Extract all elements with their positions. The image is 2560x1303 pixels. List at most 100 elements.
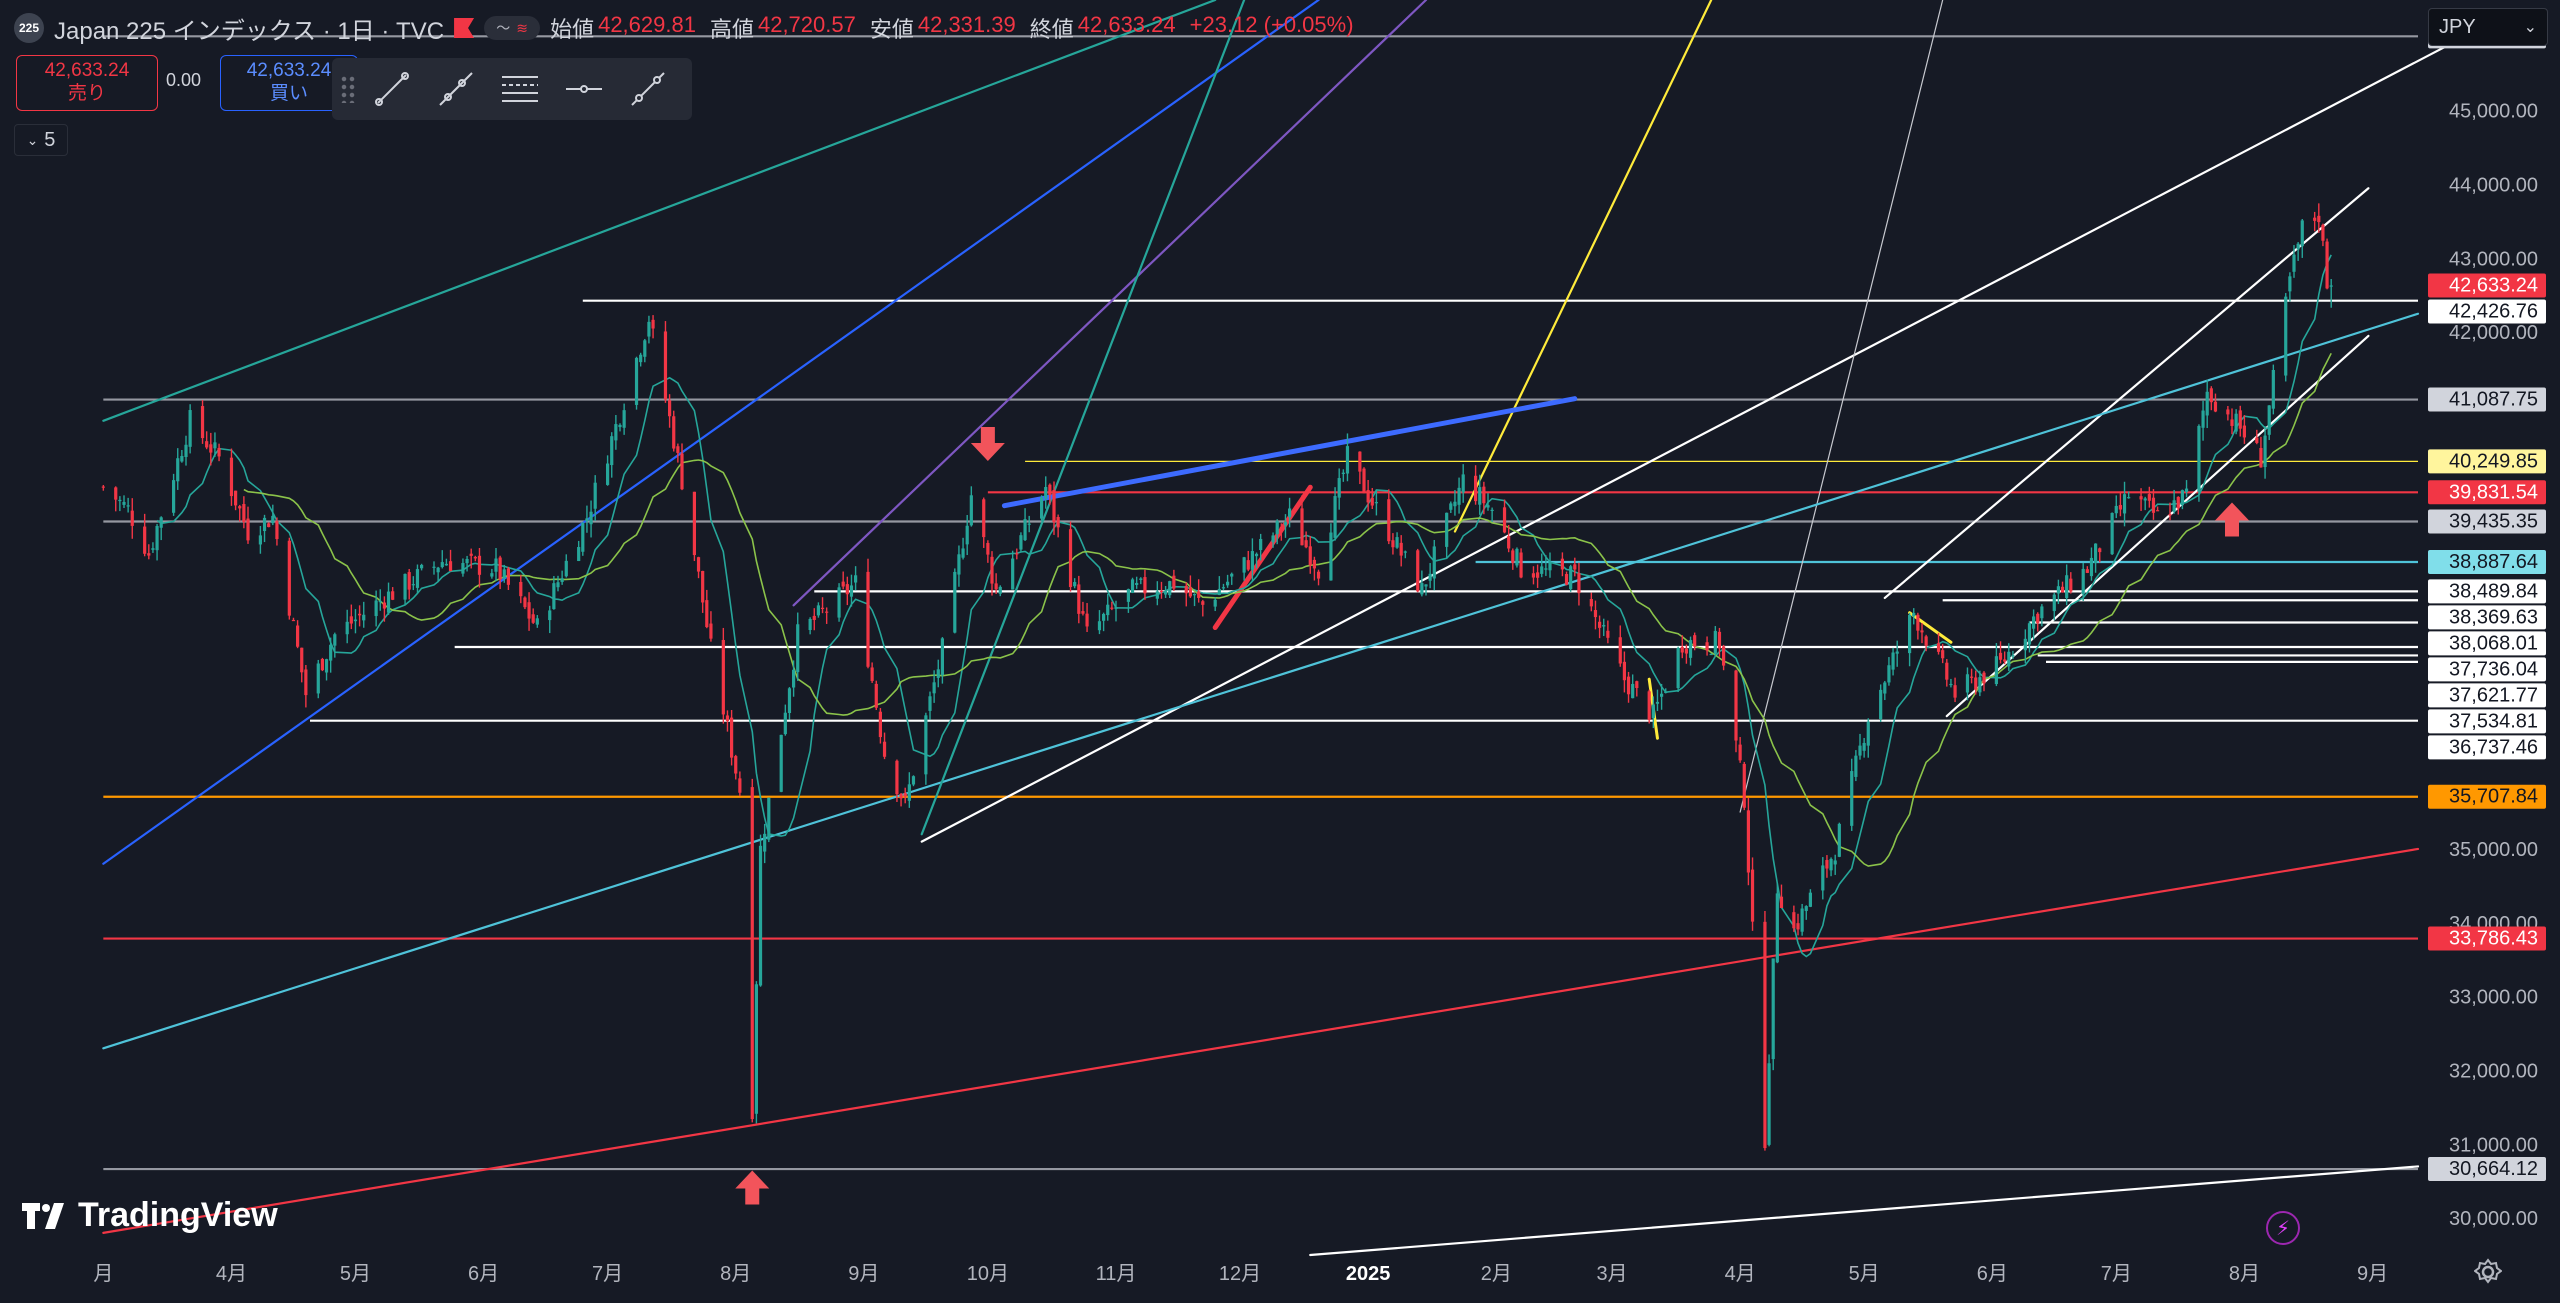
candle-body (1763, 921, 1767, 1149)
candle-body (1887, 665, 1891, 683)
x-axis-label: 6月 (1977, 1263, 2008, 1285)
candle-body (1015, 553, 1019, 555)
candle-body (1068, 529, 1073, 588)
candle-body (866, 571, 870, 667)
candle-body (1374, 502, 1378, 504)
ray-tool-icon[interactable] (428, 64, 484, 114)
moving-average-short (156, 254, 2332, 958)
flag-icon[interactable] (454, 18, 475, 38)
candle-body (1188, 587, 1192, 597)
candle-body (436, 567, 440, 573)
candle-body (1114, 606, 1118, 609)
candle-body (758, 845, 763, 986)
settings-gear-icon[interactable] (2474, 1258, 2502, 1286)
horizontal-line-tool-icon[interactable] (556, 64, 612, 114)
candle-body (2139, 496, 2143, 500)
candle-body (172, 480, 176, 513)
candle-body (982, 499, 986, 538)
candle-body (2003, 659, 2007, 662)
candle-body (1680, 646, 1684, 653)
candle-body (1201, 601, 1205, 605)
indicator-toggle[interactable]: ⌄ 5 (14, 124, 68, 156)
candle-body (494, 558, 498, 572)
candle-body (2321, 224, 2325, 241)
sell-button[interactable]: 42,633.24 売り (16, 55, 158, 111)
candle-body (1544, 568, 1548, 570)
candle-body (176, 458, 180, 482)
candle-body (1254, 553, 1259, 557)
candle-body (1660, 693, 1664, 697)
candle-body (1833, 860, 1837, 865)
candle-body (1457, 487, 1461, 505)
indicator-pill[interactable]: 〜 ≋ (484, 16, 541, 40)
trend-line (1453, 0, 1713, 533)
currency-value: JPY (2439, 15, 2476, 38)
drag-handle-icon[interactable] (340, 75, 356, 103)
candle-body (870, 667, 874, 681)
candle-body (1949, 683, 1953, 686)
candle-body (1275, 521, 1279, 535)
candle-body (663, 331, 668, 400)
candle-body (1631, 683, 1635, 699)
candle-body (1271, 535, 1275, 543)
candle-body (2238, 410, 2242, 429)
y-axis-tick-label: 42,000.00 (2449, 322, 2538, 344)
trend-line (1212, 484, 1313, 630)
candle-body (701, 570, 705, 603)
candle-body (180, 455, 184, 462)
candle-body (2271, 369, 2275, 409)
candle-body (750, 787, 754, 1120)
trend-line (920, 0, 1246, 836)
candle-body (1044, 487, 1048, 499)
price-label: 42,426.76 (2449, 300, 2538, 322)
price-label-box (2428, 709, 2546, 734)
candle-body (1713, 630, 1717, 654)
candle-body (957, 554, 961, 575)
candle-body (1635, 681, 1639, 689)
candle-body (1709, 653, 1713, 656)
candle-body (593, 482, 597, 509)
sell-label: 売り (67, 83, 106, 104)
candle-body (1453, 501, 1457, 507)
candle-body (1626, 676, 1631, 695)
drawing-toolbar (332, 58, 692, 120)
candle-body (1779, 896, 1784, 909)
candle-body (151, 548, 155, 550)
candle-body (217, 447, 221, 457)
candle-body (502, 569, 506, 579)
candle-body (184, 444, 188, 458)
candle-body (1337, 478, 1341, 498)
candle-body (585, 518, 589, 522)
price-label-box (2428, 631, 2546, 656)
candle-body (2255, 437, 2259, 443)
candle-body (1531, 573, 1536, 578)
price-label-box (2428, 926, 2546, 951)
candle-body (907, 784, 911, 801)
candle-body (1027, 523, 1031, 525)
candle-body (2209, 388, 2213, 403)
candle-body (1974, 677, 1978, 690)
candle-body (1891, 652, 1895, 670)
extended-line-tool-icon[interactable] (620, 64, 676, 114)
trend-line-tool-icon[interactable] (364, 64, 420, 114)
candle-body (2329, 285, 2333, 287)
symbol-title[interactable]: Japan 225 インデックス · 1日 · TVC (54, 17, 445, 45)
currency-select[interactable]: JPY ⌄ (2428, 8, 2548, 46)
candle-body (498, 557, 502, 580)
x-axis-label: 10月 (967, 1263, 1009, 1285)
candle-body (1821, 865, 1825, 891)
candle-body (882, 741, 887, 757)
price-label: 36,737.46 (2449, 736, 2538, 758)
lightning-icon[interactable]: ⚡ (2266, 1211, 2300, 1245)
ohlc-values: 始値 42,629.81 高値 42,720.57 安値 42,331.39 終値 42,63… (550, 12, 1363, 44)
horizontal-lines-tool-icon[interactable] (492, 64, 548, 114)
candle-body (391, 591, 395, 600)
y-axis-tick-label: 33,000.00 (2449, 987, 2538, 1009)
candle-body (1750, 869, 1755, 922)
candle-body (1288, 508, 1292, 518)
price-label-box (2428, 549, 2546, 574)
candle-body (1366, 490, 1370, 503)
candle-body (382, 602, 386, 609)
candle-body (895, 760, 899, 795)
